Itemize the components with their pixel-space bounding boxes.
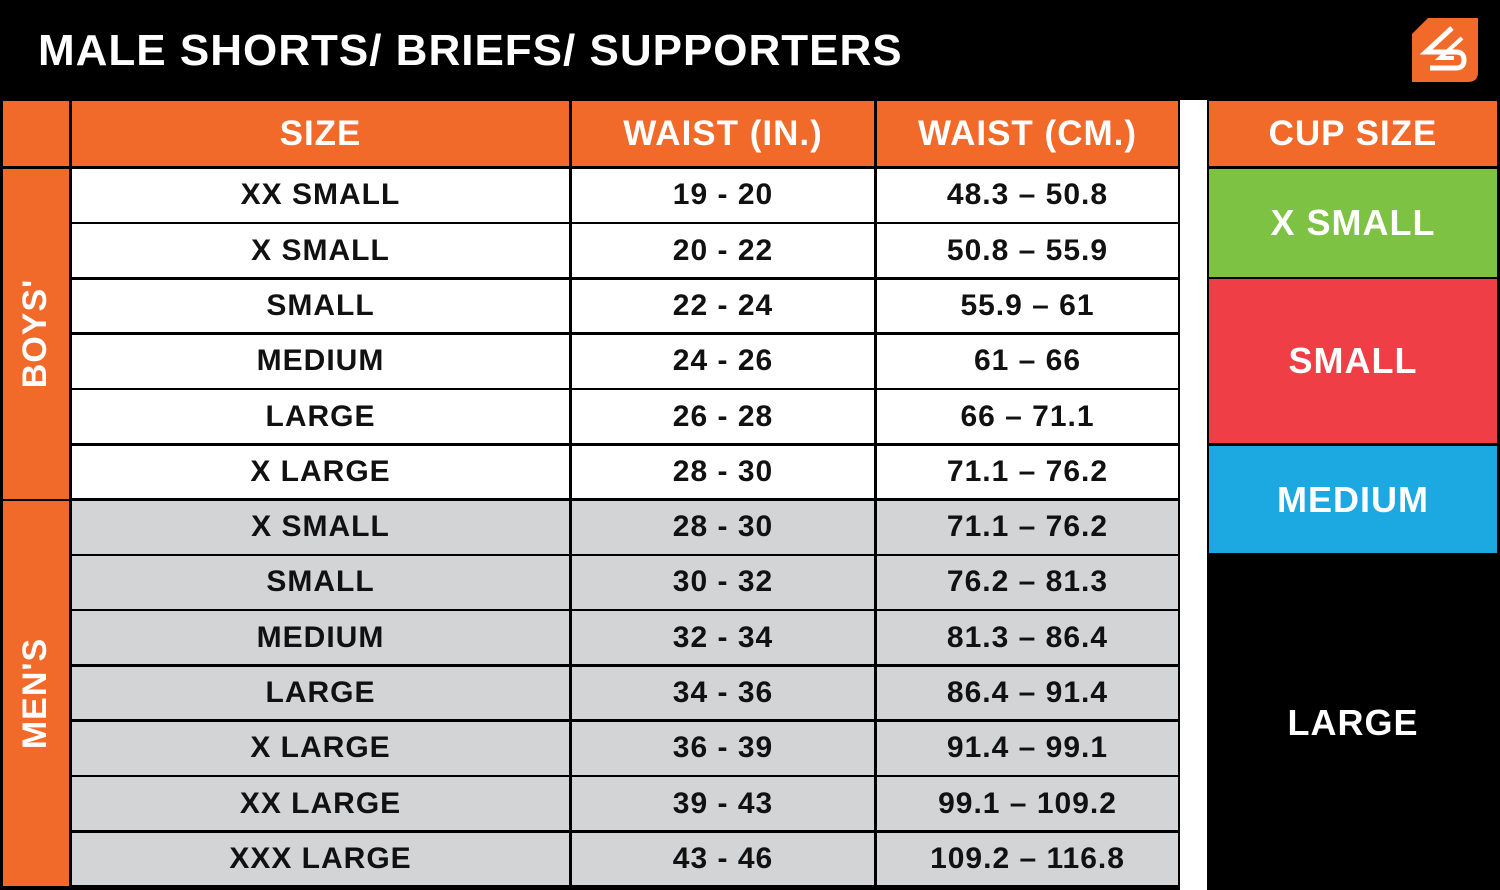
header-waist-in: WAIST (IN.) <box>572 101 874 166</box>
page-title: MALE SHORTS/ BRIEFS/ SUPPORTERS <box>38 26 903 75</box>
waist-in-cell: 20 - 22 <box>572 224 874 278</box>
waist-in-cell: 34 - 36 <box>572 666 874 720</box>
group-label-0: BOYS' <box>3 169 69 499</box>
size-cell: XX SMALL <box>72 169 569 222</box>
cup-size-0: X SMALL <box>1209 169 1497 277</box>
header-size: SIZE <box>72 101 569 166</box>
waist-cm-cell: 48.3 – 50.8 <box>877 169 1178 222</box>
waist-in-cell: 32 - 34 <box>572 611 874 665</box>
cup-size-3: LARGE <box>1209 555 1497 890</box>
waist-cm-cell: 109.2 – 116.8 <box>877 832 1178 886</box>
waist-cm-cell: 66 – 71.1 <box>877 390 1178 443</box>
header-waist-cm: WAIST (CM.) <box>877 101 1178 166</box>
size-cell: MEDIUM <box>72 611 569 665</box>
size-cell: X LARGE <box>72 445 569 499</box>
waist-cm-cell: 99.1 – 109.2 <box>877 777 1178 831</box>
waist-in-cell: 24 - 26 <box>572 334 874 388</box>
waist-cm-cell: 55.9 – 61 <box>877 279 1178 333</box>
size-cell: SMALL <box>72 279 569 333</box>
header-cup-size: CUP SIZE <box>1209 101 1497 166</box>
waist-in-cell: 36 - 39 <box>572 722 874 775</box>
waist-in-cell: 19 - 20 <box>572 169 874 222</box>
header-corner <box>3 101 69 166</box>
waist-in-cell: 28 - 30 <box>572 500 874 554</box>
waist-cm-cell: 50.8 – 55.9 <box>877 224 1178 278</box>
waist-in-cell: 43 - 46 <box>572 832 874 886</box>
size-cell: SMALL <box>72 556 569 609</box>
waist-in-cell: 26 - 28 <box>572 390 874 443</box>
waist-in-cell: 28 - 30 <box>572 445 874 499</box>
size-cell: X SMALL <box>72 500 569 554</box>
waist-in-cell: 22 - 24 <box>572 279 874 333</box>
size-cell: X LARGE <box>72 722 569 775</box>
cup-size-2: MEDIUM <box>1209 446 1497 553</box>
waist-in-cell: 39 - 43 <box>572 777 874 831</box>
waist-cm-cell: 81.3 – 86.4 <box>877 611 1178 665</box>
waist-in-cell: 30 - 32 <box>572 556 874 609</box>
group-label-text: BOYS' <box>16 279 55 389</box>
size-cell: XXX LARGE <box>72 832 569 886</box>
cup-size-1: SMALL <box>1209 279 1497 443</box>
size-cell: LARGE <box>72 666 569 720</box>
group-label-text: MEN'S <box>16 637 55 750</box>
size-cell: XX LARGE <box>72 777 569 831</box>
size-cell: LARGE <box>72 390 569 443</box>
group-label-1: MEN'S <box>3 500 69 886</box>
waist-cm-cell: 86.4 – 91.4 <box>877 666 1178 720</box>
waist-cm-cell: 91.4 – 99.1 <box>877 722 1178 775</box>
size-cell: X SMALL <box>72 224 569 278</box>
waist-cm-cell: 76.2 – 81.3 <box>877 556 1178 609</box>
brand-logo-icon <box>1410 16 1480 84</box>
size-cell: MEDIUM <box>72 334 569 388</box>
column-gap <box>1180 100 1207 890</box>
waist-cm-cell: 71.1 – 76.2 <box>877 445 1178 499</box>
waist-cm-cell: 71.1 – 76.2 <box>877 500 1178 554</box>
waist-cm-cell: 61 – 66 <box>877 334 1178 388</box>
